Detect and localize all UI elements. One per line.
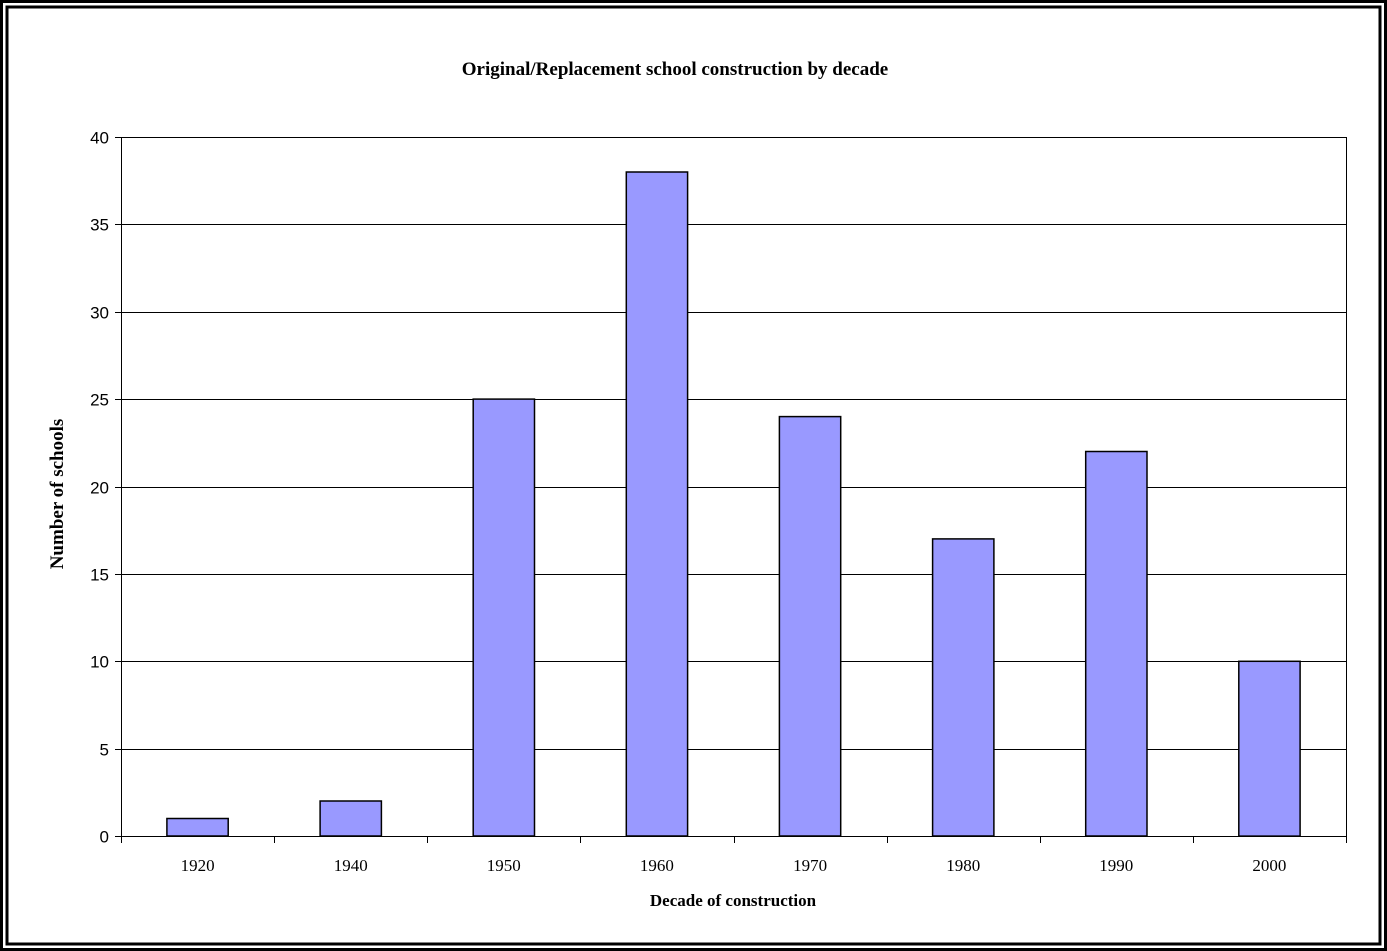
- bar-1990: [1084, 450, 1148, 837]
- bar-1940: [319, 800, 383, 837]
- bar-1980: [931, 538, 995, 837]
- bar-1960: [625, 171, 689, 837]
- y-tick-label: 5: [100, 741, 109, 760]
- y-tick-label: 30: [90, 304, 109, 323]
- chart-title: Original/Replacement school construction…: [462, 59, 888, 80]
- y-tick-label: 40: [90, 129, 109, 148]
- x-tick-label: 1990: [1099, 856, 1133, 875]
- x-tick-label: 1950: [487, 856, 521, 875]
- x-axis-title: Decade of construction: [650, 891, 817, 910]
- y-axis-title: Number of schools: [47, 419, 68, 570]
- x-tick-label: 1960: [640, 856, 674, 875]
- bar-1950: [472, 398, 536, 837]
- x-tick-label: 2000: [1252, 856, 1286, 875]
- y-tick-label: 0: [100, 828, 109, 847]
- axes: [115, 137, 1347, 843]
- y-tick-label: 15: [90, 566, 109, 585]
- inner-border: [5, 5, 1382, 946]
- bar-2000: [1238, 660, 1301, 837]
- bar-1970: [778, 415, 842, 837]
- y-tick-label: 10: [90, 653, 109, 672]
- x-tick-label: 1970: [793, 856, 827, 875]
- x-tick-labels: 1920 1940 1950 1960 1970 1980 1990 2000: [181, 856, 1287, 875]
- gridlines: [121, 137, 1346, 750]
- x-tick-label: 1940: [334, 856, 368, 875]
- bars: [166, 171, 1301, 837]
- y-tick-labels: 0 5 10 15 20 25 30 35 40: [90, 129, 109, 847]
- y-tick-label: 25: [90, 391, 109, 410]
- y-tick-label: 20: [90, 479, 109, 498]
- x-tick-label: 1980: [946, 856, 980, 875]
- x-tick-label: 1920: [181, 856, 215, 875]
- bar-1920: [166, 817, 229, 837]
- y-tick-label: 35: [90, 216, 109, 235]
